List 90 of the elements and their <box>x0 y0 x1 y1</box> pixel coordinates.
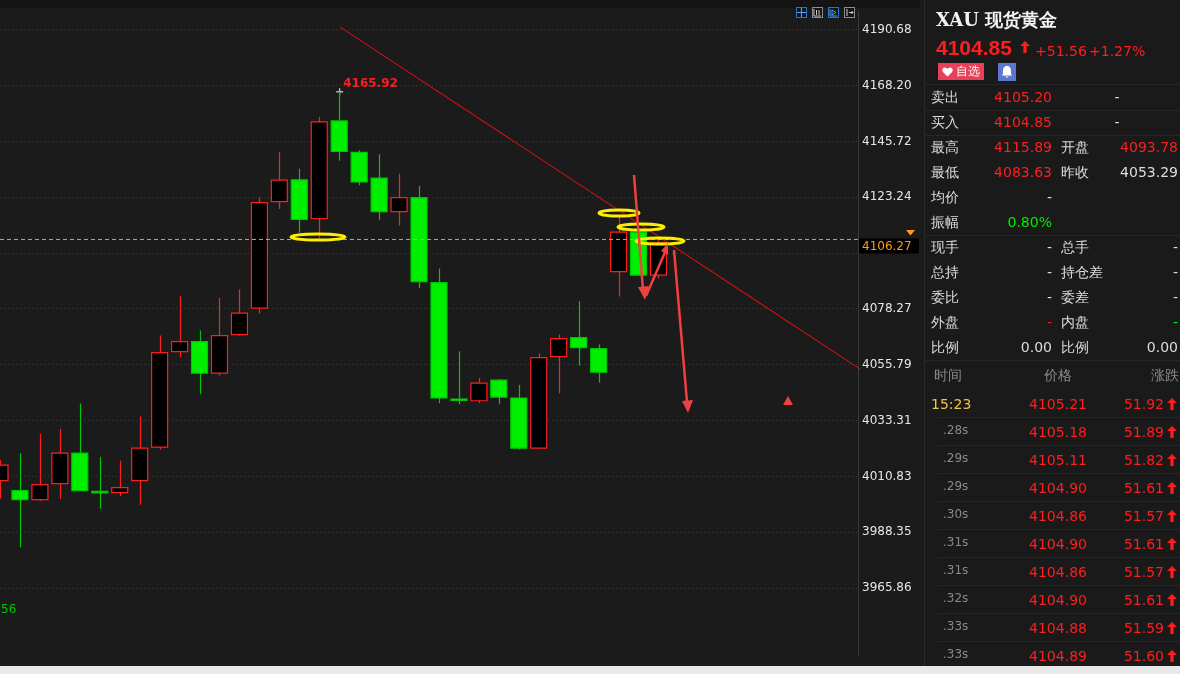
text: 最低 <box>931 163 959 181</box>
text: 4105.21 <box>1029 395 1087 413</box>
text: 4115.89 <box>994 138 1052 156</box>
text: 比例 <box>931 338 959 356</box>
text: 4104.86 <box>1029 507 1087 525</box>
text: 涨跌 <box>1151 366 1179 384</box>
text: 4093.78 <box>1120 138 1178 156</box>
text: - <box>1172 288 1178 306</box>
text: 内盘 <box>1061 313 1089 331</box>
text: 4104.90 <box>1029 591 1087 609</box>
text: 0.80% <box>1007 213 1052 231</box>
text: 委比 <box>931 288 959 306</box>
text: 51.61 <box>1123 591 1164 609</box>
text: 持仓差 <box>1061 263 1103 281</box>
text: - <box>1114 113 1120 131</box>
text: 外盘 <box>931 313 959 331</box>
annotation: 4165.92 <box>343 76 398 91</box>
text: 4104.86 <box>1029 563 1087 581</box>
text: 价格 <box>1044 366 1072 384</box>
text: 均价 <box>931 188 959 206</box>
text: 0.00 <box>1020 338 1052 356</box>
text: 4104.90 <box>1029 479 1087 497</box>
text: .33s <box>943 618 969 635</box>
text: - <box>1046 288 1052 306</box>
text: 现手 <box>931 238 959 256</box>
text: 4104.85 <box>994 113 1052 131</box>
y-tick-label: 4055.79 <box>862 356 912 371</box>
text: - <box>1046 263 1052 281</box>
text: +51.56 <box>1035 42 1087 60</box>
text: .31s <box>943 562 969 579</box>
text: 比例 <box>1061 338 1089 356</box>
text: - <box>1114 88 1120 106</box>
y-tick-label: 4123.24 <box>862 189 912 204</box>
text: - <box>1172 313 1178 331</box>
text: 最高 <box>931 138 959 156</box>
text: 时间 <box>934 366 962 384</box>
text: 4104.85 <box>936 36 1012 60</box>
text: 4105.20 <box>994 88 1052 106</box>
text: 4104.89 <box>1029 647 1087 665</box>
candlestick <box>590 343 608 384</box>
text: .31s <box>943 534 969 551</box>
y-tick-label: 4145.72 <box>862 133 912 148</box>
text: 振幅 <box>931 213 959 231</box>
y-tick-label: 4010.83 <box>862 468 912 483</box>
text: .29s <box>943 450 969 467</box>
text: 51.92 <box>1123 395 1164 413</box>
text: - <box>1046 238 1052 256</box>
text: 51.82 <box>1123 451 1164 469</box>
text: 4083.63 <box>994 163 1052 181</box>
text: - <box>1172 263 1178 281</box>
text: 4104.90 <box>1029 535 1087 553</box>
text: 51.61 <box>1123 535 1164 553</box>
text: .32s <box>943 590 969 607</box>
text: 51.60 <box>1123 647 1164 665</box>
text: 委差 <box>1061 288 1089 306</box>
text: 0.00 <box>1146 338 1178 356</box>
text: 卖出 <box>931 88 959 106</box>
y-tick-label: 3965.86 <box>862 580 912 595</box>
text: 51.57 <box>1123 563 1164 581</box>
y-tick-label: 4190.68 <box>862 22 912 36</box>
annotation: 56 <box>1 602 17 617</box>
text: - <box>1046 188 1052 206</box>
y-tick-label: 3988.35 <box>862 524 912 539</box>
text: 15:23 <box>931 395 972 413</box>
y-tick-label: 4033.31 <box>862 412 912 427</box>
text: 总持 <box>931 263 959 281</box>
text: .28s <box>943 422 969 439</box>
text: 买入 <box>931 113 959 131</box>
text: - <box>1172 238 1178 256</box>
text: 总手 <box>1061 238 1089 256</box>
text: 51.61 <box>1123 479 1164 497</box>
text: .30s <box>943 506 969 523</box>
text: 51.89 <box>1123 423 1164 441</box>
text: 51.59 <box>1123 619 1164 637</box>
watchlist-button: 自选 <box>938 63 984 80</box>
y-tick-label: 4078.27 <box>862 301 912 316</box>
text: +1.27% <box>1089 42 1146 60</box>
ref-line-label: 4106.27 <box>862 238 912 253</box>
text: 4105.18 <box>1029 423 1087 441</box>
text: 51.57 <box>1123 507 1164 525</box>
text: 开盘 <box>1061 138 1089 156</box>
text: XAU 现货黄金 <box>936 9 1058 31</box>
text: 4105.11 <box>1029 451 1087 469</box>
text: 4053.29 <box>1120 163 1178 181</box>
text: 昨收 <box>1061 163 1089 181</box>
y-tick-label: 4168.20 <box>862 77 912 92</box>
text: .29s <box>943 478 969 495</box>
text: - <box>1046 313 1052 331</box>
text: .33s <box>943 646 969 663</box>
text: 4104.88 <box>1029 619 1087 637</box>
